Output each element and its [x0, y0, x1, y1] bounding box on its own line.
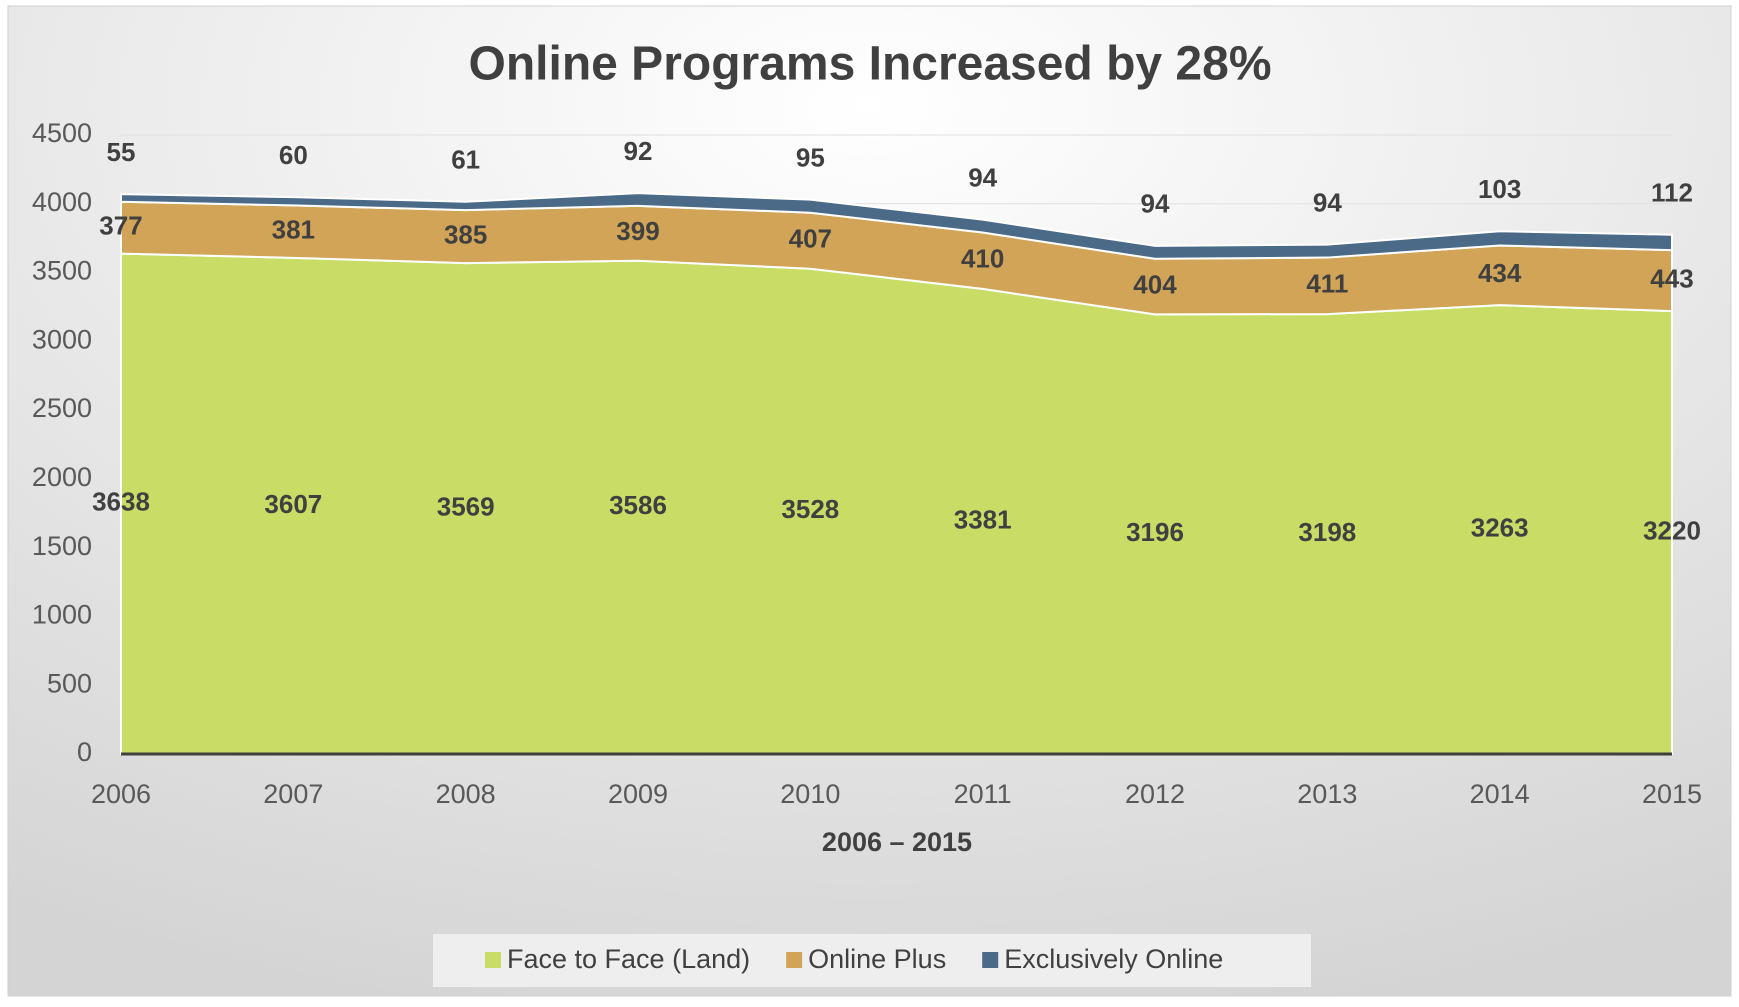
data-label: 55	[107, 137, 136, 167]
x-tick-label: 2006	[91, 779, 151, 809]
legend-swatch	[485, 952, 501, 968]
data-label: 443	[1650, 263, 1693, 293]
x-axis-title: 2006 – 2015	[822, 827, 972, 857]
y-tick-label: 3000	[32, 324, 92, 354]
y-tick-label: 2000	[32, 462, 92, 492]
legend-label: Online Plus	[808, 944, 946, 974]
data-label: 404	[1133, 269, 1177, 299]
data-label: 94	[1313, 188, 1342, 218]
data-label: 399	[616, 216, 659, 246]
legend-box	[433, 934, 1311, 987]
data-label: 94	[968, 162, 997, 192]
x-tick-label: 2009	[608, 779, 668, 809]
area	[120, 252, 1673, 755]
data-label: 3607	[264, 489, 322, 519]
area	[120, 192, 1673, 260]
data-label: 3569	[437, 491, 495, 521]
y-tick-label: 1000	[32, 600, 92, 630]
legend-label: Exclusively Online	[1004, 944, 1223, 974]
x-tick-label: 2007	[263, 779, 323, 809]
legend-label: Face to Face (Land)	[507, 944, 750, 974]
x-tick-label: 2011	[954, 779, 1012, 809]
data-label: 3220	[1643, 515, 1701, 545]
data-label: 381	[272, 215, 315, 245]
data-label: 3638	[92, 487, 150, 517]
data-label: 3586	[609, 490, 667, 520]
data-label: 92	[624, 136, 653, 166]
y-tick-label: 1500	[32, 531, 92, 561]
data-label: 410	[961, 244, 1004, 274]
data-label: 3528	[781, 494, 839, 524]
data-label: 3196	[1126, 517, 1184, 547]
data-label: 377	[99, 211, 142, 241]
x-tick-label: 2008	[436, 779, 496, 809]
data-label: 103	[1478, 174, 1521, 204]
data-label: 3381	[954, 504, 1012, 534]
data-label: 3198	[1298, 517, 1356, 547]
data-label: 3263	[1471, 512, 1529, 542]
data-label: 434	[1478, 258, 1522, 288]
data-label: 112	[1651, 178, 1693, 208]
x-tick-label: 2015	[1642, 779, 1702, 809]
x-tick-label: 2014	[1470, 779, 1530, 809]
x-tick-label: 2013	[1297, 779, 1357, 809]
y-tick-label: 3500	[32, 256, 92, 286]
data-label: 60	[279, 140, 308, 170]
data-label: 61	[451, 145, 480, 175]
data-label: 94	[1141, 189, 1170, 219]
y-tick-label: 4000	[32, 187, 92, 217]
y-tick-label: 0	[77, 737, 92, 767]
legend-swatch	[786, 952, 803, 968]
x-tick-label: 2010	[780, 779, 840, 809]
x-tick-label: 2012	[1125, 779, 1185, 809]
data-label: 95	[796, 143, 825, 173]
data-label: 385	[444, 219, 487, 249]
y-tick-label: 500	[47, 668, 92, 698]
legend-swatch	[982, 952, 999, 968]
y-tick-label: 4500	[32, 118, 92, 148]
y-tick-label: 2500	[32, 393, 92, 423]
data-label: 407	[789, 224, 832, 254]
chart-title: Online Programs Increased by 28%	[469, 38, 1272, 91]
data-label: 411	[1306, 269, 1348, 299]
